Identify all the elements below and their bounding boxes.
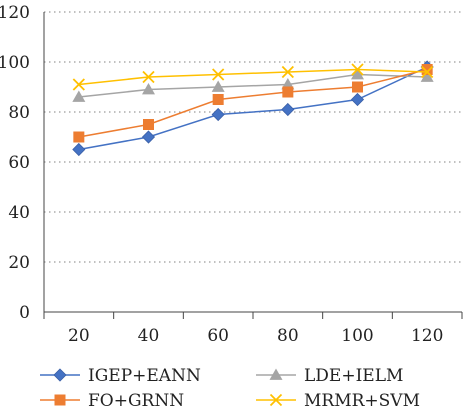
x-tick-label: 120 <box>411 326 443 346</box>
series-line <box>78 68 428 138</box>
data-point <box>351 63 364 76</box>
x-tick-label: 100 <box>341 326 373 346</box>
data-point <box>72 90 86 102</box>
legend-item: LDE+IELM <box>256 366 403 386</box>
x-tick-label: 20 <box>68 326 90 346</box>
data-point <box>212 68 225 81</box>
x-tick-label: 40 <box>138 326 160 346</box>
series-fo-grnn <box>73 64 433 143</box>
y-tick-label: 0 <box>19 303 30 323</box>
y-tick-label: 100 <box>0 53 30 73</box>
legend-item: MRMR+SVM <box>256 391 420 411</box>
legend-label: FO+GRNN <box>88 391 184 411</box>
grid-lines <box>44 11 462 263</box>
legend-label: IGEP+EANN <box>88 366 201 386</box>
data-point <box>282 86 294 98</box>
x-tick-label: 80 <box>277 326 299 346</box>
legend-marker <box>269 368 283 380</box>
legend-label: MRMR+SVM <box>304 391 420 411</box>
series-line <box>78 66 428 151</box>
x-tick-label: 60 <box>207 326 229 346</box>
legend-marker <box>269 393 283 407</box>
data-point <box>211 80 225 92</box>
data-point <box>350 92 365 107</box>
y-tick-label: 20 <box>8 253 30 273</box>
data-point <box>211 107 225 122</box>
data-point <box>281 65 294 79</box>
series-line <box>78 68 428 86</box>
legend-marker <box>53 368 67 382</box>
data-point <box>73 131 85 143</box>
data-point <box>72 142 86 157</box>
legend-item: IGEP+EANN <box>40 366 201 386</box>
data-point <box>421 64 433 75</box>
data-point <box>281 102 295 117</box>
legend: IGEP+EANN LDE+IELM FO+GRNN MRMR+SVM <box>40 366 420 411</box>
legend-marker-stroke-b <box>269 393 283 407</box>
data-point <box>420 70 434 82</box>
data-point <box>352 81 363 93</box>
y-tick-label: 40 <box>8 203 30 223</box>
data-point-stroke-b <box>142 70 155 84</box>
data-point-stroke-b <box>351 63 364 76</box>
legend-marker <box>54 394 66 406</box>
data-point-stroke-b <box>281 65 294 79</box>
y-tick-label: 60 <box>8 153 30 173</box>
legend-label: LDE+IELM <box>304 366 403 386</box>
legend-item: FO+GRNN <box>40 391 184 411</box>
series-group <box>72 60 434 157</box>
data-point <box>72 78 85 91</box>
data-point-stroke-b <box>72 78 85 91</box>
data-point-stroke-b <box>212 68 225 81</box>
data-point <box>351 68 364 80</box>
series-line <box>78 73 428 98</box>
axes: 0 20 40 60 80 100 120 20 40 60 80 100 120 <box>0 3 463 346</box>
data-point <box>142 70 155 84</box>
data-point <box>143 119 154 130</box>
data-point-stroke-b <box>421 65 434 79</box>
data-point <box>141 130 156 144</box>
series-mrmr-svm <box>72 63 434 91</box>
y-tick-label: 120 <box>0 3 30 23</box>
data-point <box>212 94 224 105</box>
y-tick-label: 80 <box>8 103 30 123</box>
data-point <box>421 65 434 79</box>
data-point <box>142 83 155 95</box>
